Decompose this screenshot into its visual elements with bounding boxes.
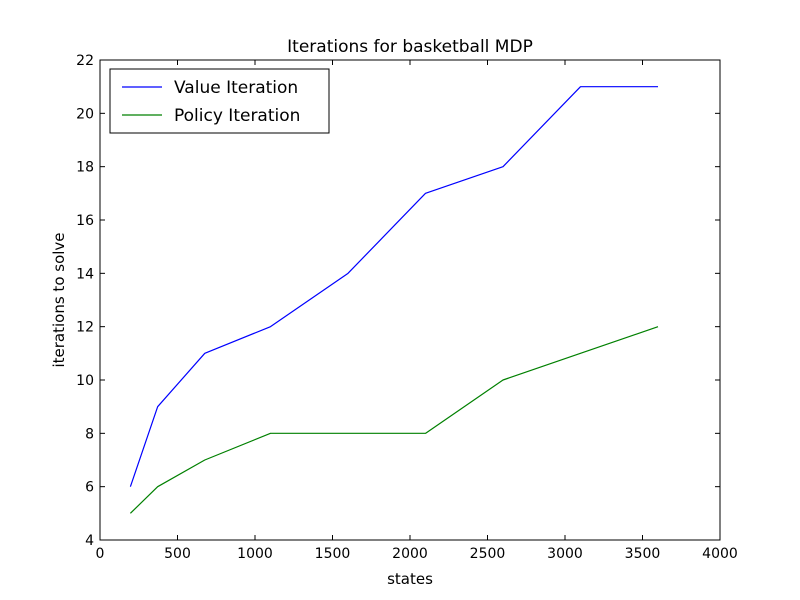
y-tick-label: 8 [85, 426, 94, 442]
y-tick-label: 22 [76, 53, 94, 69]
legend-label-value-iteration: Value Iteration [174, 78, 298, 98]
chart-title: Iterations for basketball MDP [287, 37, 533, 57]
y-tick-label: 16 [76, 213, 94, 229]
series-line-policy-iteration [129, 326, 659, 514]
legend-frame [109, 68, 330, 134]
y-tick-label: 4 [85, 533, 94, 549]
y-tick-label: 14 [76, 266, 94, 282]
x-tick-label: 0 [96, 546, 105, 562]
y-tick-label: 10 [76, 373, 94, 389]
x-tick-label: 3000 [547, 546, 583, 562]
x-tick-label: 1500 [315, 546, 351, 562]
x-tick-label: 4000 [702, 546, 738, 562]
x-tick-label: 3500 [625, 546, 661, 562]
plot-frame [99, 59, 721, 541]
legend: Value Iteration Policy Iteration [109, 68, 330, 134]
y-tick-label: 12 [76, 320, 94, 336]
x-axis-label: states [387, 570, 433, 588]
x-tick-label: 1000 [237, 546, 273, 562]
y-tick-label: 18 [76, 160, 94, 176]
y-tick-label: 20 [76, 106, 94, 122]
y-tick-label: 6 [85, 480, 94, 496]
y-axis-ticks: 4 6 8 10 12 14 16 18 20 22 [76, 53, 720, 549]
series-layer [129, 86, 659, 514]
x-tick-label: 2000 [392, 546, 428, 562]
x-tick-label: 2500 [470, 546, 506, 562]
legend-label-policy-iteration: Policy Iteration [174, 106, 300, 126]
y-axis-label: iterations to solve [50, 232, 68, 367]
x-tick-label: 500 [164, 546, 191, 562]
series-line-value-iteration [129, 86, 658, 487]
x-axis-ticks: 0 500 1000 1500 2000 2500 3000 3500 4000 [96, 60, 738, 562]
